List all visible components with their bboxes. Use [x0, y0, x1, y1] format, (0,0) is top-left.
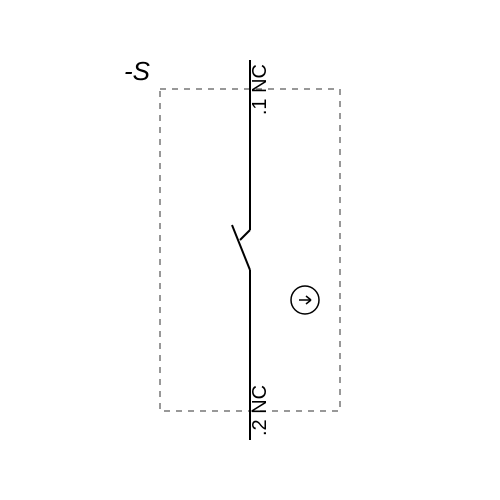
terminal-bottom-label: .2 NC: [249, 385, 271, 436]
terminal-top-label: .1 NC: [249, 64, 271, 115]
component-designator: -S: [124, 56, 151, 86]
schematic-svg: -S .1 NC .2 NC: [0, 0, 500, 500]
